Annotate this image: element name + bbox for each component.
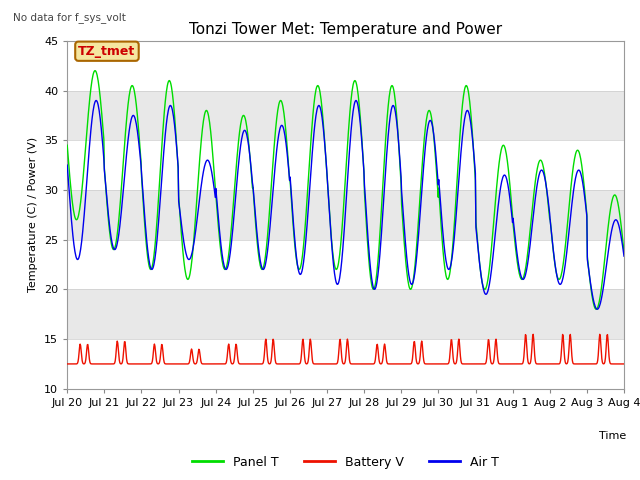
Title: Tonzi Tower Met: Temperature and Power: Tonzi Tower Met: Temperature and Power (189, 22, 502, 37)
Bar (67, 91, 624, 140)
Bar (67, 41, 624, 91)
Text: No data for f_sys_volt: No data for f_sys_volt (13, 12, 125, 23)
Bar (67, 190, 624, 240)
Bar (67, 140, 624, 190)
X-axis label: Time: Time (599, 431, 627, 441)
Y-axis label: Temperature (C) / Power (V): Temperature (C) / Power (V) (29, 137, 38, 292)
Legend: Panel T, Battery V, Air T: Panel T, Battery V, Air T (187, 451, 504, 474)
Bar (67, 240, 624, 289)
Text: TZ_tmet: TZ_tmet (78, 45, 136, 58)
Bar (67, 339, 624, 389)
Bar (67, 289, 624, 339)
